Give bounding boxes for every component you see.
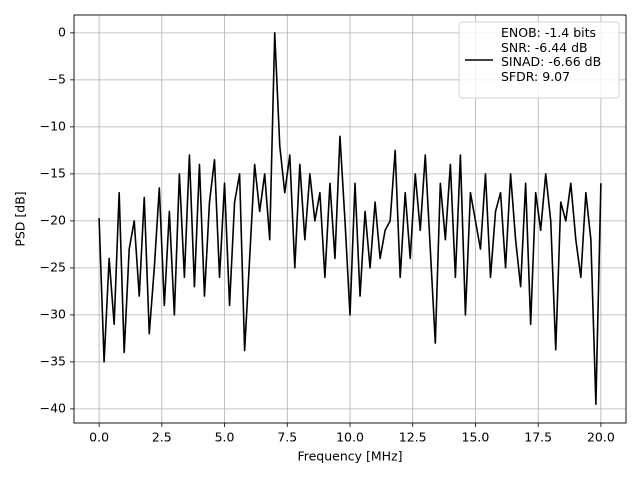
x-tick-label: 15.0 bbox=[462, 430, 490, 445]
y-tick-label: −40 bbox=[40, 400, 66, 415]
x-tick-label: 10.0 bbox=[336, 430, 364, 445]
x-tick-label: 17.5 bbox=[524, 430, 552, 445]
x-axis-label: Frequency [MHz] bbox=[297, 449, 402, 464]
y-tick-label: −5 bbox=[48, 71, 66, 86]
x-tick-label: 2.5 bbox=[152, 430, 172, 445]
axes-frame bbox=[73, 14, 627, 424]
y-tick-label: −10 bbox=[40, 118, 66, 133]
y-axis-label: PSD [dB] bbox=[13, 191, 28, 246]
y-tick-label: −30 bbox=[40, 306, 66, 321]
y-tick-label: −35 bbox=[40, 353, 66, 368]
y-tick-label: −20 bbox=[40, 212, 66, 227]
legend-entry: ENOB: -1.4 bits SNR: -6.44 dB SINAD: -6.… bbox=[501, 26, 602, 84]
x-tick-label: 5.0 bbox=[215, 430, 235, 445]
y-tick-label: −25 bbox=[40, 259, 66, 274]
legend-box bbox=[458, 21, 620, 99]
x-tick-label: 12.5 bbox=[399, 430, 427, 445]
y-tick-label: −15 bbox=[40, 165, 66, 180]
x-tick-label: 20.0 bbox=[587, 430, 615, 445]
x-tick-label: 7.5 bbox=[277, 430, 297, 445]
data-line bbox=[98, 32, 602, 405]
x-tick-label: 0.0 bbox=[89, 430, 109, 445]
legend-label: ENOB: -1.4 bits SNR: -6.44 dB SINAD: -6.… bbox=[501, 26, 602, 84]
y-tick-label: 0 bbox=[58, 24, 66, 39]
